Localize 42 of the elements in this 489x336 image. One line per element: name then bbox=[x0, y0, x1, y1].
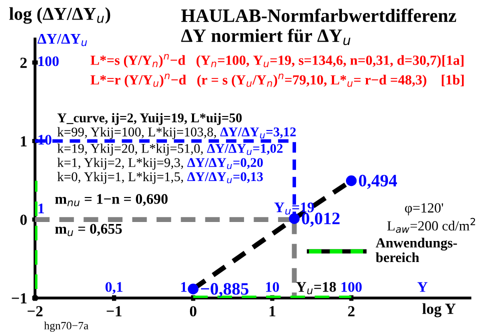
x-tick-label: −2 bbox=[28, 306, 43, 316]
x-axis-title: log Y bbox=[422, 303, 456, 318]
annotation: φ=120' bbox=[405, 203, 444, 216]
annotation: 100 bbox=[38, 56, 59, 66]
text: L*=s (Y/Y$_{n}$)$^{n}$−d (Y$_{n}$=100, Y$_{u}$=19, s=134,6, n=0,31, d=30,7)[1a] bbox=[90, 54, 464, 68]
y-tick-label: 2 bbox=[20, 58, 27, 68]
x-tick-label: 1 bbox=[270, 306, 276, 316]
annotation: 100 bbox=[342, 282, 362, 292]
y-tick-label: 0 bbox=[20, 214, 27, 225]
chart-title: HAULAB-Normfarbwertdifferenz bbox=[181, 8, 456, 22]
annotation: 1 bbox=[181, 282, 187, 292]
annotation: k=0, Ykij=1, L*kij=1,5, bbox=[57, 172, 183, 184]
annotation: L$_{aw}$=200 cd/m$^{2}$ bbox=[387, 218, 476, 233]
annotation: ΔY/ΔY$_{u}$=3,12 bbox=[220, 127, 296, 139]
annotation: 0,1 bbox=[106, 282, 122, 294]
annotation: ΔY/ΔY$_{u}$ bbox=[38, 34, 87, 46]
y-axis-title: log (ΔY/ΔY$_{u}$) bbox=[9, 7, 110, 24]
annotation: Y$_{u}$=18 bbox=[296, 282, 336, 294]
data-label: −0,885 bbox=[201, 283, 248, 298]
data-label: 0,012 bbox=[302, 212, 340, 227]
x-tick-label: −1 bbox=[106, 306, 122, 316]
y-tick-label: 1 bbox=[20, 136, 27, 146]
annotation: Y bbox=[417, 282, 428, 292]
text: hgn70−7a bbox=[44, 322, 88, 332]
annotation: 10 bbox=[266, 282, 279, 292]
data-label: 0,494 bbox=[358, 174, 397, 189]
annotation: k=99, Ykij=100, L*kij=103,8, bbox=[57, 127, 216, 140]
annotation: ΔY/ΔY$_{u}$=1,02 bbox=[207, 144, 283, 156]
x-tick-label: 2 bbox=[348, 306, 354, 316]
annotation: m$_{u}$ = 0,655 bbox=[55, 224, 122, 236]
y-tick-label: −1 bbox=[12, 293, 27, 304]
annotation: ΔY/ΔY$_{u}$=0,20 bbox=[187, 158, 263, 170]
x-tick-label: 0 bbox=[190, 306, 196, 316]
legend-label: Anwendungs- bereich bbox=[376, 238, 457, 262]
annotation: ΔY/ΔY$_{u}$=0,13 bbox=[187, 172, 263, 184]
annotation: m$_{nu}$ = 1−n = 0,690 bbox=[55, 194, 168, 206]
text: L*=r (Y/Y$_{u}$)$^{n}$−d (r = s (Y$_{u}$/Y$_{n}$)$^{n}$=79,10, L*$_{u}$= r−d =48,3) [1b] bbox=[90, 74, 464, 88]
chart-subtitle: ΔY normiert für ΔY$_{u}$ bbox=[181, 28, 350, 46]
annotation: k=1, Ykij=2, L*kij=9,3, bbox=[57, 158, 183, 170]
annotation: k=19, Ykij=20, L*kij=51,0, bbox=[57, 144, 203, 156]
annotation: Y_curve, ij=2, Yuij=19, L*uij=50 bbox=[57, 113, 242, 125]
annotation: 1 bbox=[38, 204, 44, 214]
